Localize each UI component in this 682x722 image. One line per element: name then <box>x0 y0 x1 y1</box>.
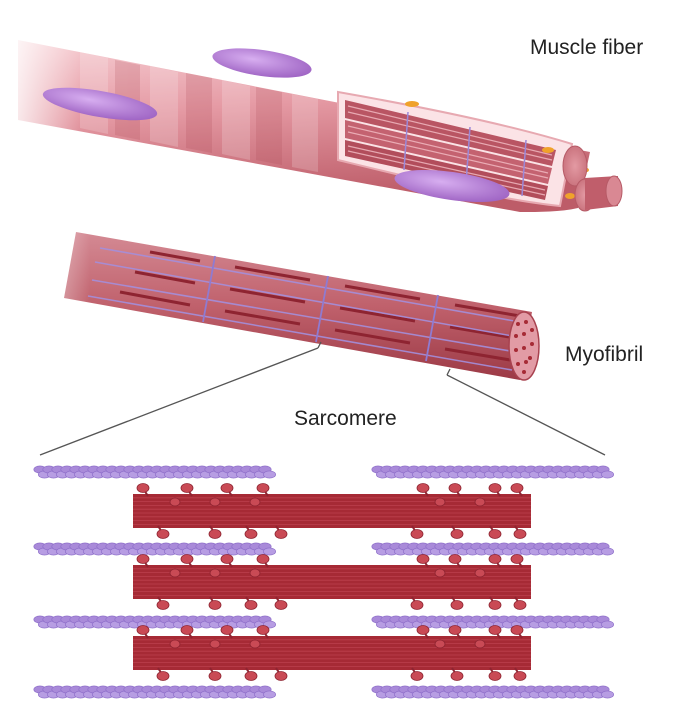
sarcomere <box>33 465 614 699</box>
thin-filament <box>371 465 614 479</box>
zoom-line-left <box>39 347 319 456</box>
thick-filament <box>133 625 531 681</box>
thin-filament <box>33 685 276 699</box>
fiber-cap-3 <box>605 175 623 207</box>
thin-filament <box>371 685 614 699</box>
nucleus <box>42 87 158 121</box>
myofibril-label: Myofibril <box>565 343 644 366</box>
thick-filament <box>133 483 531 539</box>
muscle-fiber-dark-bands <box>115 60 282 165</box>
myofibril-z-lines <box>202 255 439 362</box>
thin-filament <box>33 615 276 629</box>
muscle-fiber-fade <box>0 20 80 140</box>
myofibril-thick-filaments <box>119 250 521 362</box>
zoom-line-right <box>446 374 606 456</box>
myofibril-cross-section-dots <box>514 320 534 374</box>
thin-filament <box>33 542 276 556</box>
nucleus <box>394 169 510 203</box>
myofibril <box>40 225 540 381</box>
thin-filament <box>371 542 614 556</box>
myofibril-fade <box>40 225 90 310</box>
thick-filament <box>133 554 531 610</box>
nucleus <box>212 48 312 78</box>
sarcomere-label: Sarcomere <box>294 407 397 430</box>
nuclei <box>42 48 510 203</box>
myofibril-body <box>64 232 532 380</box>
thin-filament <box>33 465 276 479</box>
muscle-fiber-label: Muscle fiber <box>530 36 644 59</box>
myofibril-thin-filaments <box>87 247 521 371</box>
fiber-cap-1 <box>562 145 588 187</box>
zoom-lines <box>39 341 606 456</box>
muscle-fiber <box>0 20 623 212</box>
